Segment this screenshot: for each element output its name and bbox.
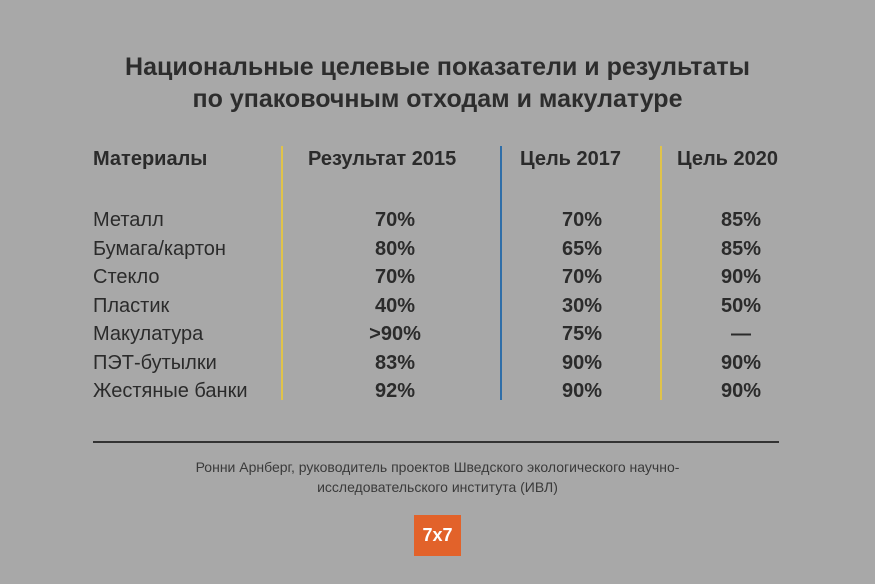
result-2015-cell: 92% bbox=[374, 380, 416, 402]
material-cell: Бумага/картон bbox=[93, 237, 226, 260]
source-caption: Ронни Арнберг, руководитель проектов Шве… bbox=[0, 457, 875, 497]
column-header-target-2017: Цель 2017 bbox=[520, 148, 622, 170]
title-line-1: Национальные целевые показатели и резуль… bbox=[125, 53, 750, 81]
result-2015-cell: 70% bbox=[374, 266, 416, 288]
result-2015-cell: 70% bbox=[374, 209, 416, 231]
column-divider-blue bbox=[500, 146, 502, 400]
target-2020-cell: 50% bbox=[720, 294, 762, 317]
table-row: ПЭТ-бутылки 83% 90% 90% bbox=[0, 349, 875, 378]
material-cell: Металл bbox=[93, 209, 164, 231]
table-row: Макулатура >90% 75% — bbox=[0, 320, 875, 349]
target-2017-cell: 70% bbox=[561, 266, 603, 288]
target-2017-cell: 65% bbox=[561, 237, 603, 260]
result-2015-cell: >90% bbox=[369, 323, 421, 345]
result-2015-cell: 40% bbox=[374, 294, 416, 317]
target-2020-cell: 90% bbox=[720, 266, 762, 288]
target-2020-cell: 90% bbox=[720, 380, 762, 402]
material-cell: Жестяные банки bbox=[93, 380, 248, 402]
material-cell: Стекло bbox=[93, 266, 160, 288]
target-2020-cell: — bbox=[731, 323, 751, 345]
table-row: Бумага/картон 80% 65% 85% bbox=[0, 235, 875, 264]
table-body: Металл 70% 70% 85% Бумага/картон 80% 65%… bbox=[0, 206, 875, 434]
table-row: Металл 70% 70% 85% bbox=[0, 206, 875, 235]
column-header-result-2015: Результат 2015 bbox=[308, 148, 457, 170]
target-2017-cell: 75% bbox=[561, 323, 603, 345]
material-cell: Макулатура bbox=[93, 323, 204, 345]
title-line-2: по упаковочным отходам и макулатуре bbox=[192, 85, 683, 113]
page-title: Национальные целевые показатели и резуль… bbox=[0, 51, 875, 115]
table-row: Жестяные банки 92% 90% 90% bbox=[0, 377, 875, 434]
result-2015-cell: 83% bbox=[374, 351, 416, 374]
table-row: Пластик 40% 30% 50% bbox=[0, 292, 875, 321]
column-header-target-2020: Цель 2020 bbox=[677, 148, 779, 170]
target-2017-cell: 90% bbox=[561, 380, 603, 402]
target-2020-cell: 90% bbox=[720, 351, 762, 374]
result-2015-cell: 80% bbox=[374, 237, 416, 260]
brand-logo: 7x7 bbox=[414, 515, 461, 556]
source-line-2: исследовательского института (ИВЛ) bbox=[317, 479, 558, 495]
target-2017-cell: 90% bbox=[561, 351, 603, 374]
column-divider-yellow-1 bbox=[281, 146, 283, 400]
target-2020-cell: 85% bbox=[720, 237, 762, 260]
horizontal-divider bbox=[93, 441, 779, 443]
material-cell: ПЭТ-бутылки bbox=[93, 351, 217, 374]
column-divider-yellow-2 bbox=[660, 146, 662, 400]
target-2017-cell: 30% bbox=[561, 294, 603, 317]
target-2017-cell: 70% bbox=[561, 209, 603, 231]
source-line-1: Ронни Арнберг, руководитель проектов Шве… bbox=[195, 459, 680, 475]
column-header-materials: Материалы bbox=[93, 148, 208, 170]
material-cell: Пластик bbox=[93, 294, 170, 317]
table-row: Стекло 70% 70% 90% bbox=[0, 263, 875, 292]
target-2020-cell: 85% bbox=[720, 209, 762, 231]
